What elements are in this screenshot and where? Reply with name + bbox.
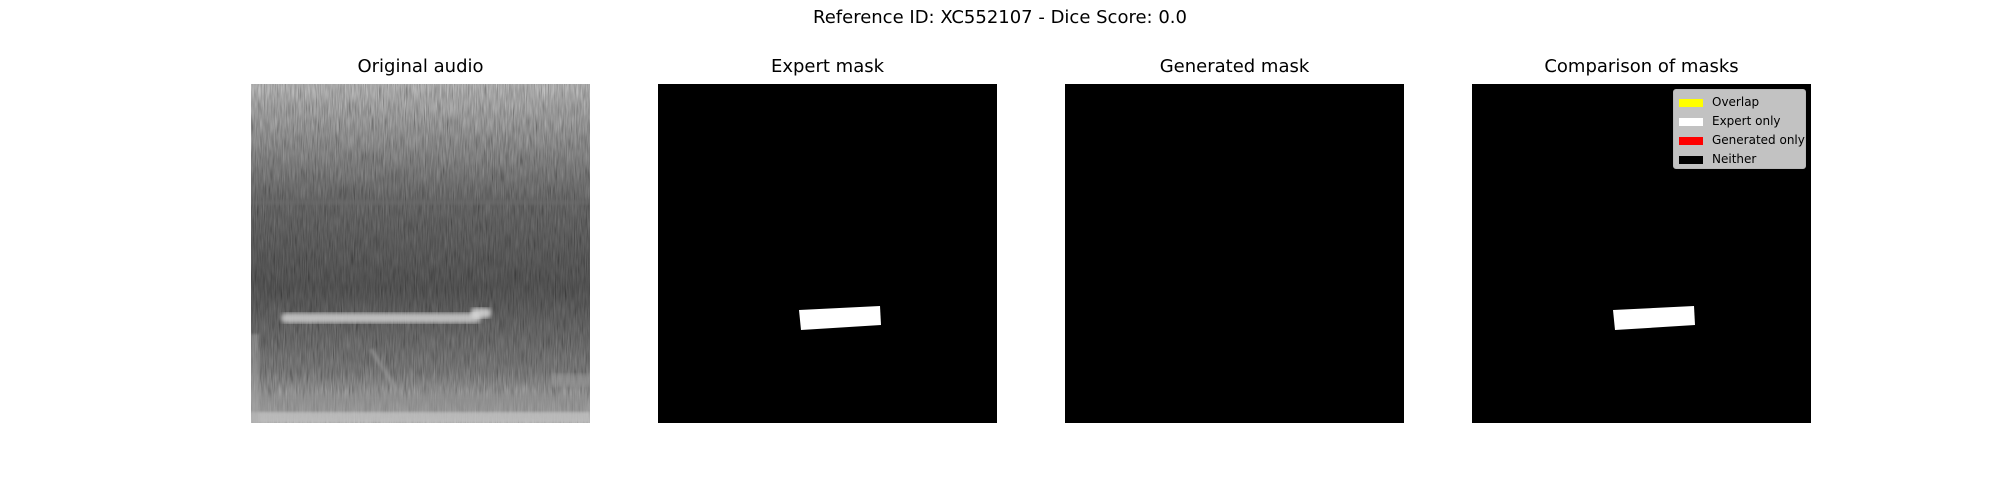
legend-swatch-overlap xyxy=(1679,98,1703,107)
panel-expert-mask: Expert mask xyxy=(658,56,997,423)
spectrogram-band-high xyxy=(251,200,590,205)
panel-comparison: Comparison of masks Overlap Expert only … xyxy=(1472,56,1811,423)
expert-mask-image xyxy=(658,84,997,423)
legend-swatch-neither xyxy=(1679,155,1703,164)
spectrogram-svg xyxy=(251,84,590,423)
panel-title-comparison: Comparison of masks xyxy=(1544,56,1739,77)
figure-title: Reference ID: XC552107 - Dice Score: 0.0 xyxy=(813,7,1187,28)
legend-item-overlap: Overlap xyxy=(1679,93,1800,112)
panel-title-original-audio: Original audio xyxy=(357,56,484,77)
spectrogram-image xyxy=(251,84,590,423)
generated-mask-image xyxy=(1065,84,1404,423)
comparison-image: Overlap Expert only Generated only Neith… xyxy=(1472,84,1811,423)
legend-item-neither: Neither xyxy=(1679,150,1800,169)
legend-label-neither: Neither xyxy=(1712,152,1757,166)
legend-label-expert-only: Expert only xyxy=(1712,114,1781,128)
panel-title-expert-mask: Expert mask xyxy=(770,56,885,77)
panel-title-generated-mask: Generated mask xyxy=(1159,56,1310,77)
legend-swatch-expert-only xyxy=(1679,117,1703,126)
comparison-expert-only-region xyxy=(1613,306,1695,330)
comparison-svg xyxy=(1613,306,1695,330)
legend-label-overlap: Overlap xyxy=(1712,95,1760,109)
expert-mask-region xyxy=(799,306,881,330)
legend-label-generated-only: Generated only xyxy=(1712,133,1805,147)
legend-swatch-generated-only xyxy=(1679,136,1703,145)
panel-original-audio: Original audio xyxy=(251,56,590,423)
spectrogram-blob-right xyxy=(551,374,590,386)
spectrogram-left-edge xyxy=(251,334,259,423)
legend-item-expert-only: Expert only xyxy=(1679,112,1800,131)
spectrogram-floor xyxy=(251,412,590,423)
spectrogram-bird-call xyxy=(281,313,481,323)
panel-generated-mask: Generated mask xyxy=(1065,56,1404,423)
expert-mask-svg xyxy=(799,306,881,330)
spectrogram-fade xyxy=(251,84,590,423)
spectrogram-call-end xyxy=(471,308,491,318)
legend: Overlap Expert only Generated only Neith… xyxy=(1673,89,1806,169)
legend-item-generated-only: Generated only xyxy=(1679,131,1805,150)
